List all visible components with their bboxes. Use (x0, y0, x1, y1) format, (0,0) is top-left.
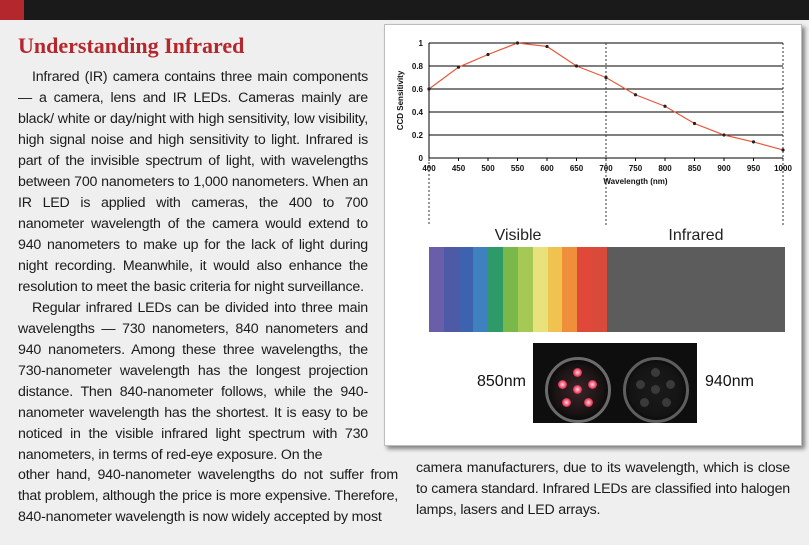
spectrum-band (592, 247, 607, 332)
visible-label: Visible (494, 227, 542, 244)
led-dot (562, 398, 571, 407)
article-paragraph-2: Regular infrared LEDs can be divided int… (18, 300, 368, 463)
caption-850nm: 850nm (477, 373, 526, 390)
spectrum-band (473, 247, 489, 332)
x-tick-label: 450 (452, 164, 466, 173)
y-tick-label: 0.6 (412, 85, 424, 94)
data-point (456, 65, 461, 69)
infrared-label: Infrared (668, 227, 724, 244)
x-tick-label: 650 (570, 164, 584, 173)
led-dot (640, 398, 649, 407)
x-tick-label: 950 (747, 164, 761, 173)
led-dot (573, 368, 582, 377)
y-tick-label: 0.8 (412, 62, 424, 71)
spectrum-band (443, 247, 459, 332)
x-axis-title: Wavelength (nm) (603, 177, 667, 186)
spectrum-band (577, 247, 593, 332)
spectrum-band (547, 247, 563, 332)
y-tick-label: 1 (419, 39, 424, 48)
data-point (574, 64, 579, 68)
top-banner (0, 0, 809, 20)
x-tick-label: 900 (717, 164, 731, 173)
article-title: Understanding Infrared (18, 33, 245, 58)
led-dot (584, 398, 593, 407)
ir-led-photo (533, 343, 697, 423)
led-dot (588, 380, 597, 389)
y-axis-title: CCD Sensitivity (396, 70, 405, 130)
spectrum-band (429, 247, 444, 332)
spectrum-band (503, 247, 518, 332)
y-tick-label: 0 (419, 154, 424, 163)
led-dot (651, 368, 660, 377)
x-tick-label: 400 (422, 164, 436, 173)
spectrum-band (517, 247, 533, 332)
data-point (427, 87, 431, 91)
article-paragraph-3: camera manufacturers, due to its wavelen… (416, 460, 790, 518)
x-tick-label: 750 (629, 164, 643, 173)
article-paragraph-1: Infrared (IR) camera contains three main… (18, 69, 368, 295)
x-tick-label: 800 (658, 164, 672, 173)
led-940nm-image (623, 357, 689, 423)
led-850nm-image (545, 357, 611, 423)
data-point (781, 148, 785, 152)
article-paragraph-2-continued: other hand, 940-nanometer wavelengths do… (18, 467, 398, 525)
led-dot (662, 398, 671, 407)
data-point (633, 93, 638, 97)
y-tick-label: 0.2 (412, 131, 424, 140)
data-point (545, 44, 549, 49)
spectrum-band (458, 247, 474, 332)
data-point (663, 104, 667, 108)
data-point (722, 133, 726, 137)
led-dot (558, 380, 567, 389)
led-dot (666, 380, 675, 389)
light-spectrum-bar (429, 247, 785, 332)
spectrum-band (488, 247, 504, 332)
led-dot (636, 380, 645, 389)
data-point (604, 75, 608, 80)
led-dot (573, 385, 582, 394)
infrared-band (606, 247, 785, 332)
x-tick-label: 600 (540, 164, 554, 173)
figure-panel: 0 0.2 0.4 0.6 0.8 1 400 450 500 550 600 650 700 750 80… (384, 24, 802, 446)
x-tick-label: 500 (481, 164, 495, 173)
led-dot (651, 385, 660, 394)
data-point (486, 52, 490, 57)
banner-accent (0, 0, 24, 20)
x-tick-label: 850 (688, 164, 702, 173)
data-point (692, 121, 697, 126)
caption-940nm: 940nm (705, 373, 754, 390)
y-tick-label: 0.4 (412, 108, 424, 117)
spectrum-band (562, 247, 578, 332)
data-point (515, 41, 520, 45)
x-tick-label: 550 (511, 164, 525, 173)
spectrum-band (532, 247, 548, 332)
data-point (751, 140, 756, 144)
